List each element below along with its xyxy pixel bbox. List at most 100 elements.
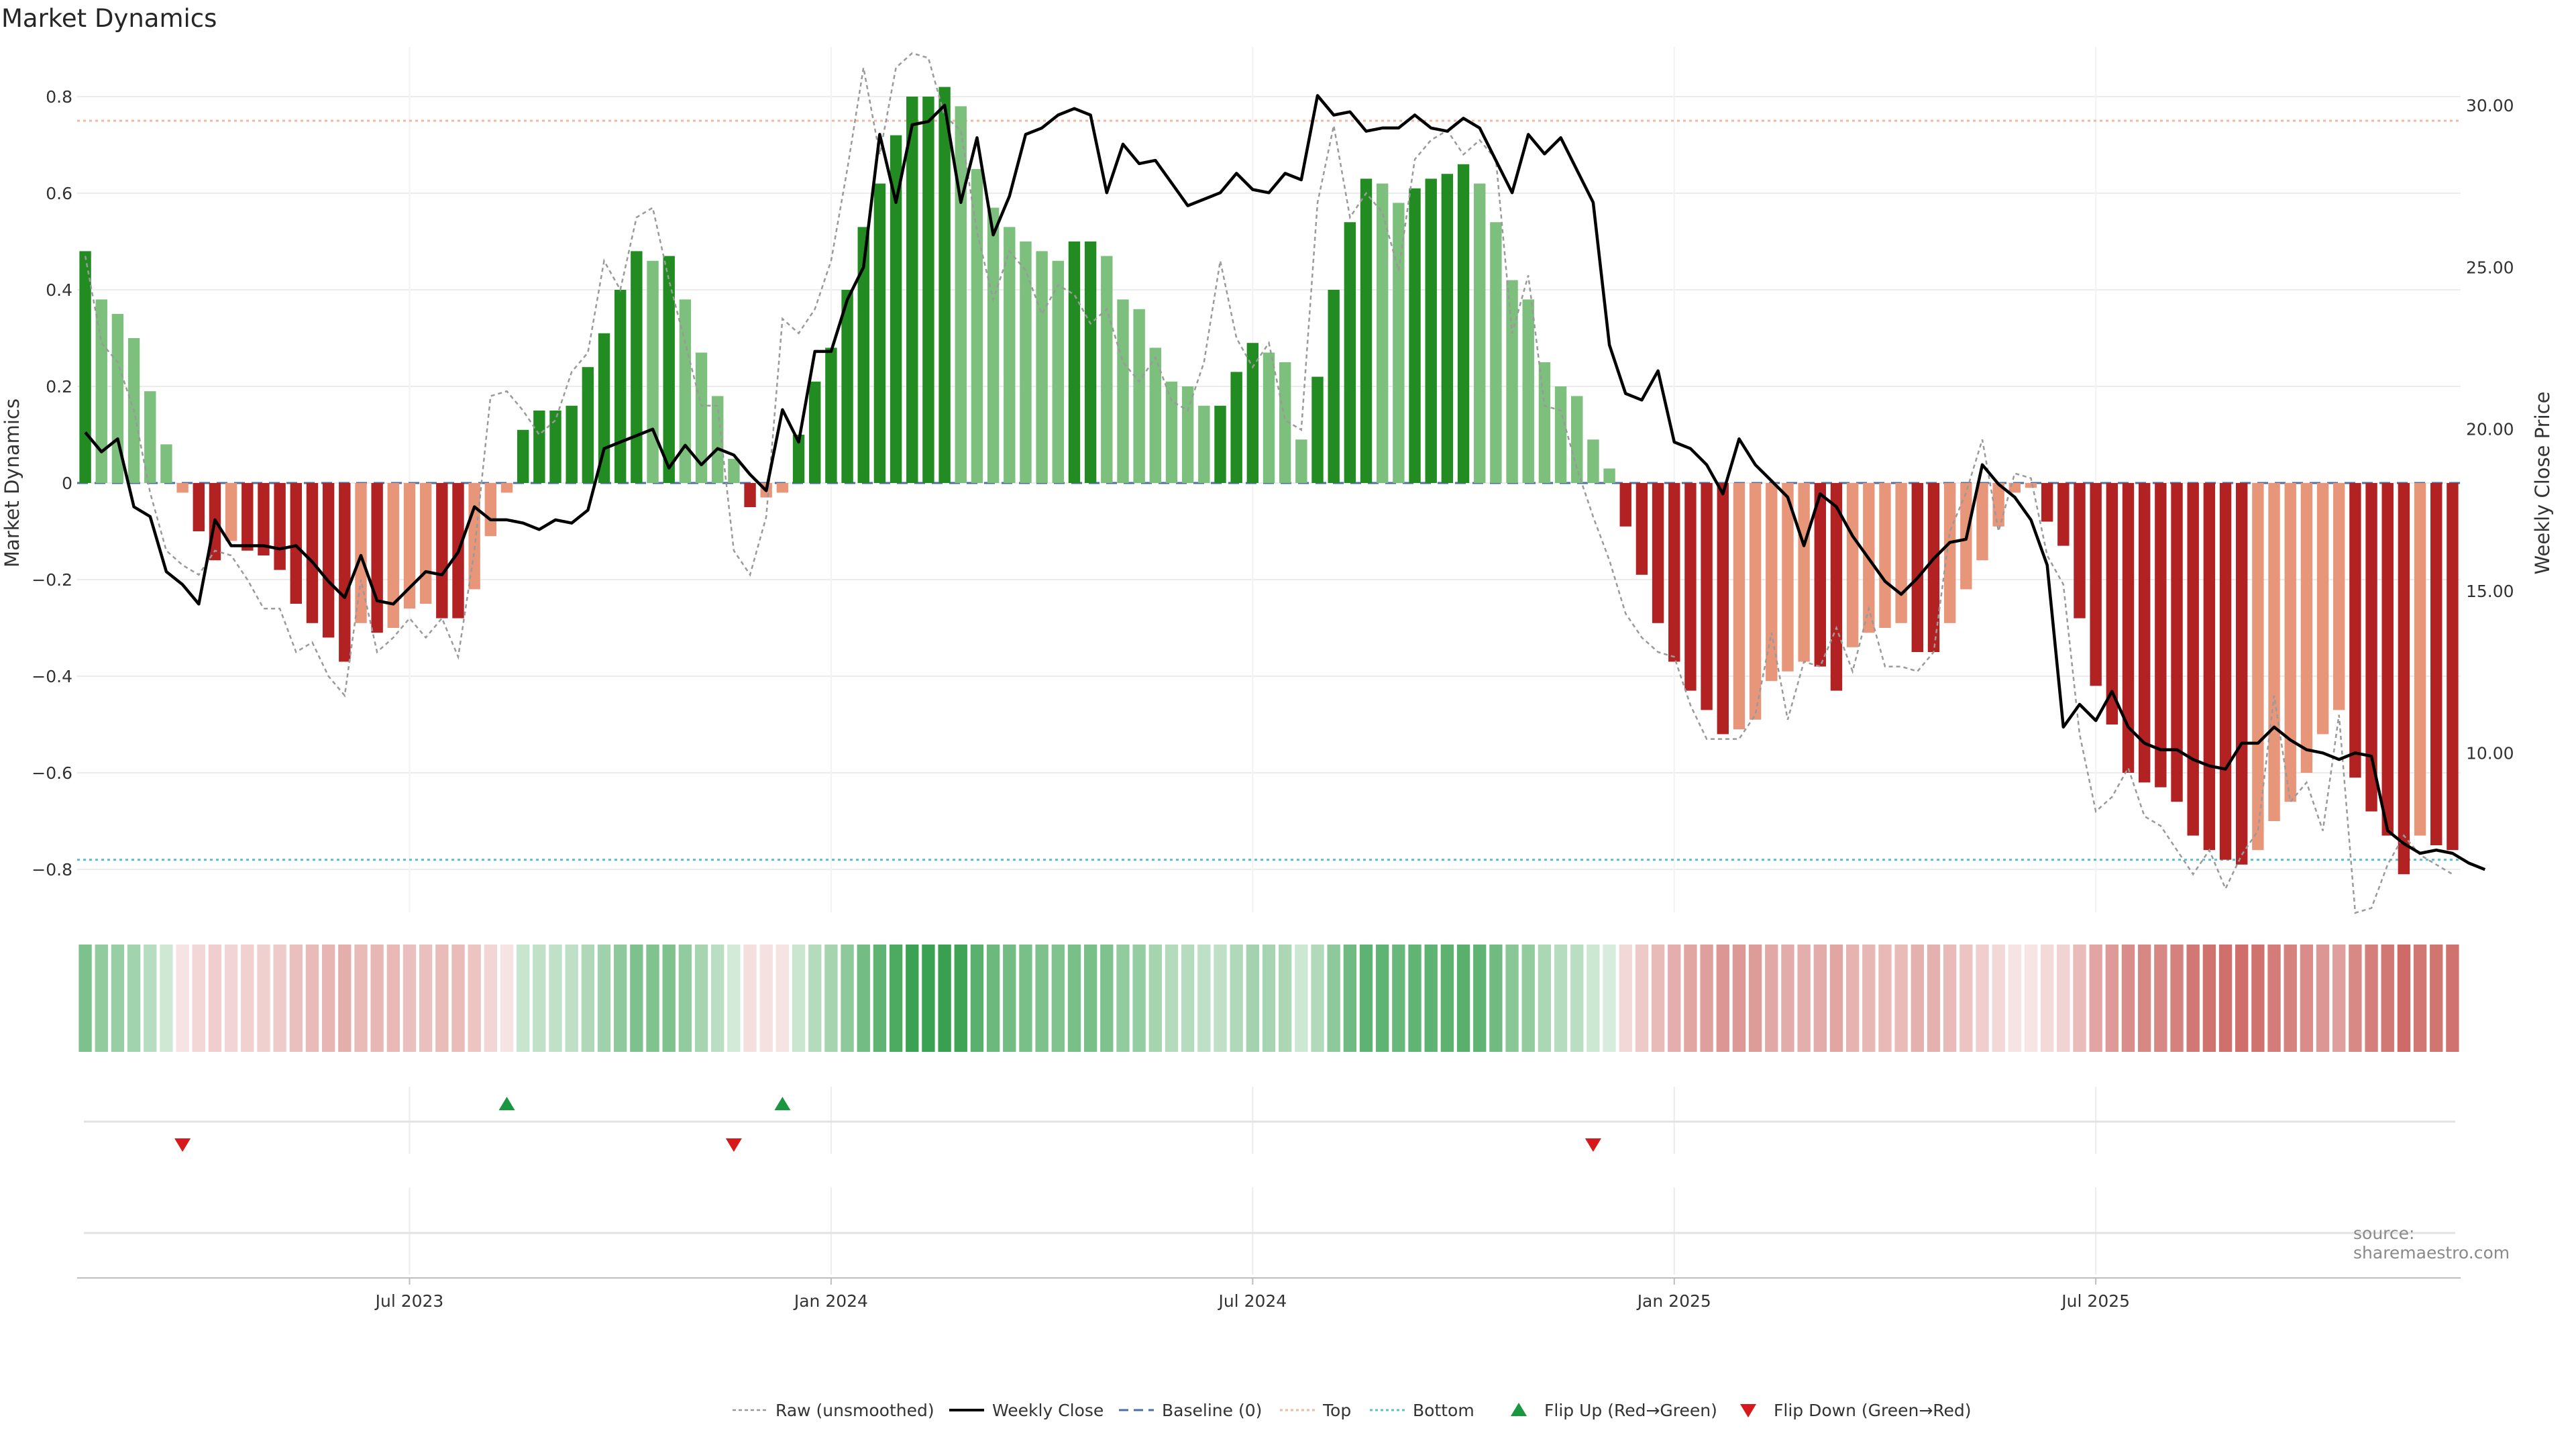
heat-strip-cell (1862, 945, 1876, 1052)
dynamics-bar (1181, 386, 1194, 483)
dynamics-bar (1279, 362, 1291, 483)
heat-strip-cell (451, 945, 465, 1052)
heat-strip-cell (1748, 945, 1762, 1052)
grid-lines (77, 47, 2461, 1275)
dynamics-bar (1733, 483, 1746, 730)
axes: 0.8 0.6 0.4 0.2 0 −0.2 −0.4 −0.6 −0.8 30.00 25.00 2… (1, 87, 2554, 879)
left-tick-label: −0.8 (32, 860, 72, 879)
dynamics-bar (274, 483, 286, 570)
flip-up-marker (498, 1097, 515, 1110)
heat-strip-cell (1668, 945, 1681, 1052)
dynamics-bar (2349, 483, 2361, 778)
weekly-close-series (84, 94, 2486, 871)
dynamics-bar (1230, 372, 1242, 483)
heat-strip-cell (2235, 945, 2249, 1052)
dynamics-bar (1133, 309, 1145, 483)
heat-strip-cell (2316, 945, 2330, 1052)
heat-strip-cell (1829, 945, 1843, 1052)
dynamics-bar (436, 483, 448, 619)
heat-strip-cell (1311, 945, 1324, 1052)
heat-strip-cell (1554, 945, 1568, 1052)
dynamics-bar (1798, 483, 1810, 662)
right-tick-label: 20.00 (2466, 420, 2514, 439)
x-tick-label: Jul 2024 (1217, 1291, 1287, 1311)
heat-strip (78, 945, 2459, 1052)
flip-markers (84, 1097, 2455, 1234)
dynamics-bar (2106, 483, 2118, 724)
heat-strip-cell (1343, 945, 1357, 1052)
heat-strip-cell (2008, 945, 2021, 1052)
dynamics-bar (1927, 483, 1940, 652)
dynamics-bar (1149, 347, 1162, 483)
left-tick-label: −0.6 (32, 763, 72, 783)
heat-strip-cell (1976, 945, 1989, 1052)
heat-strip-cell (614, 945, 627, 1052)
heat-strip-cell (1051, 945, 1065, 1052)
dynamics-bar (1554, 386, 1567, 483)
dynamics-bar (1717, 483, 1729, 735)
dynamics-bar (1198, 405, 1210, 483)
dynamics-bar (712, 396, 724, 483)
dynamics-bar (1635, 483, 1648, 575)
dynamics-bar (1165, 381, 1178, 483)
heat-strip-cell (565, 945, 578, 1052)
dynamics-bar (2333, 483, 2345, 710)
heat-strip-cell (1230, 945, 1243, 1052)
dynamics-bar (1214, 405, 1226, 483)
flip-up-marker (774, 1097, 791, 1110)
heat-strip-cell (2381, 945, 2394, 1052)
dynamics-bar (322, 483, 335, 638)
heat-strip-cell (338, 945, 352, 1052)
dynamics-bar (987, 207, 1000, 483)
dynamics-bar (2398, 483, 2410, 875)
dynamics-bar (776, 483, 789, 493)
heat-strip-cell (1003, 945, 1016, 1052)
dynamics-bar (2300, 483, 2313, 773)
heat-strip-cell (2089, 945, 2102, 1052)
heat-strip-cell (2349, 945, 2362, 1052)
dynamics-bar (647, 260, 659, 483)
heat-strip-cell (2218, 945, 2233, 1052)
heat-strip-cell (500, 945, 514, 1052)
heat-strip-cell (630, 945, 643, 1052)
heat-strip-cell (1684, 945, 1697, 1052)
dynamics-bar (144, 391, 156, 483)
heat-strip-cell (841, 945, 854, 1052)
dynamics-bar (1992, 483, 2004, 527)
dynamics-bar (2008, 483, 2021, 493)
heat-strip-cell (1878, 945, 1892, 1052)
dynamics-bar (2122, 483, 2135, 773)
dynamics-bar (193, 483, 205, 531)
heat-strip-cell (1473, 945, 1487, 1052)
heat-strip-cell (176, 945, 189, 1052)
heat-strip-cell (1845, 945, 1860, 1052)
heat-strip-cell (273, 945, 286, 1052)
dynamics-bar (1701, 483, 1713, 710)
heat-strip-cell (305, 945, 319, 1052)
heat-strip-cell (711, 945, 724, 1052)
dynamics-bar (2268, 483, 2280, 821)
heat-strip-cell (775, 945, 790, 1052)
dynamics-bar (566, 405, 578, 483)
dynamics-bar (387, 483, 400, 628)
heat-strip-cell (1538, 945, 1552, 1052)
x-tick-label: Jan 2025 (1636, 1291, 1711, 1311)
heat-strip-cell (1116, 945, 1130, 1052)
heat-strip-cell (2300, 945, 2314, 1052)
dynamics-bar (1506, 280, 1518, 483)
chart-title: Market Dynamics (1, 4, 217, 33)
dynamics-bar (1409, 188, 1421, 483)
dynamics-bar (1474, 183, 1486, 483)
heat-strip-cell (2040, 945, 2054, 1052)
heat-strip-cell (224, 945, 238, 1052)
dynamics-bar (1457, 164, 1470, 484)
dynamics-bar (2155, 483, 2167, 788)
heat-strip-cell (873, 945, 887, 1052)
dynamics-bar (1441, 174, 1454, 483)
heat-strip-cell (549, 945, 562, 1052)
left-tick-label: 0.2 (46, 377, 72, 396)
dynamics-bar (2025, 483, 2037, 488)
heat-strip-cell (386, 945, 400, 1052)
heat-strip-cell (2073, 945, 2086, 1052)
heat-strip-cell (1440, 945, 1454, 1052)
